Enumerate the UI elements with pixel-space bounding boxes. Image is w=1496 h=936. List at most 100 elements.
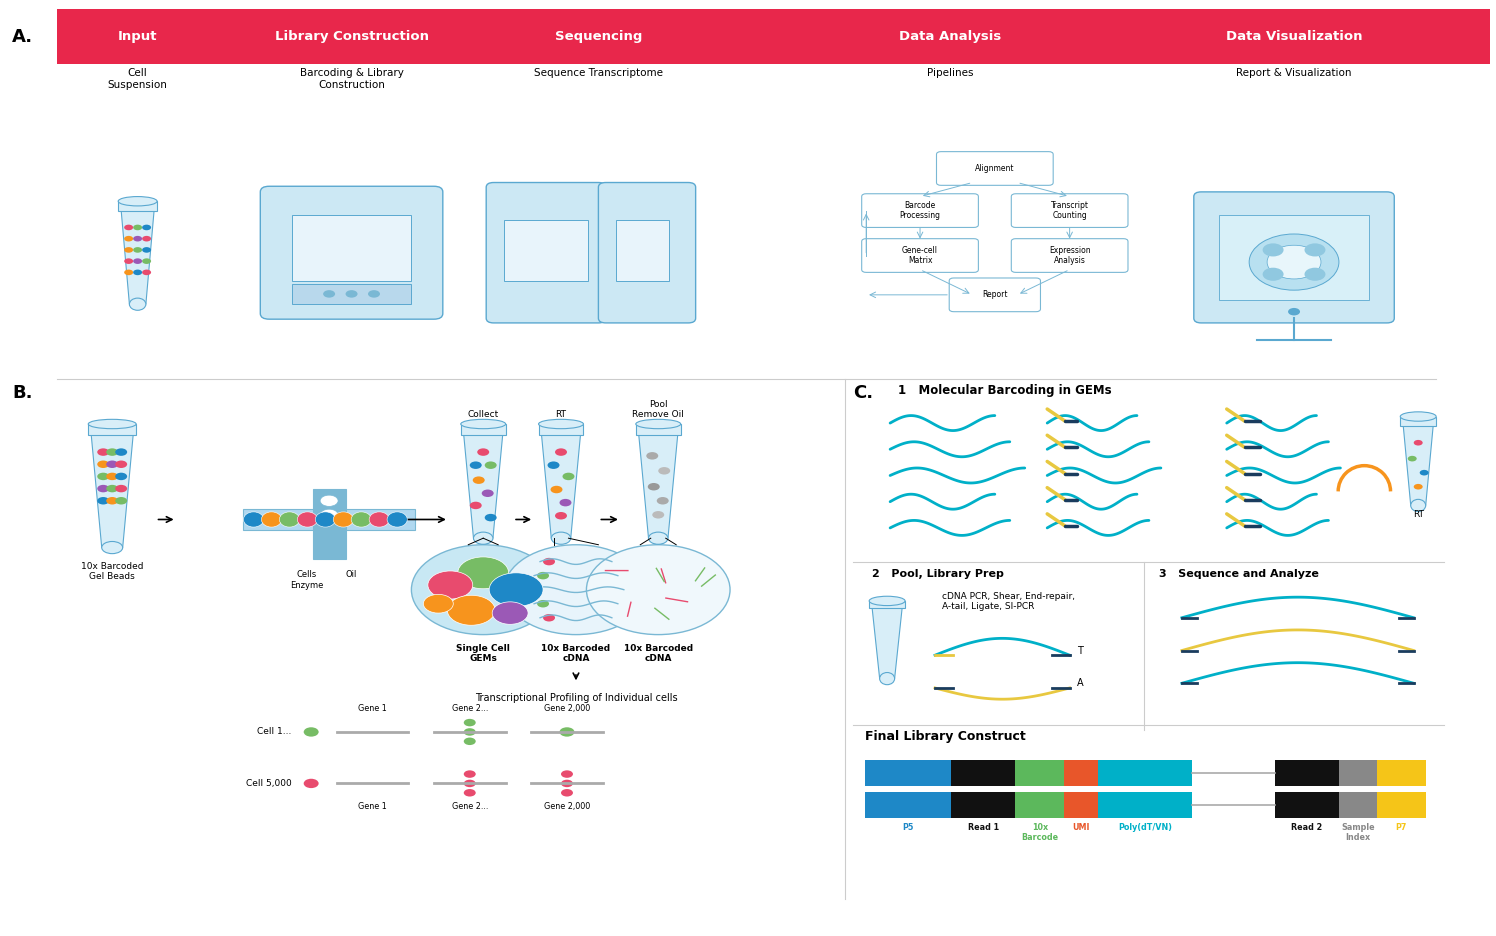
Text: Transcript
Counting: Transcript Counting [1050, 201, 1089, 220]
Text: Read 1: Read 1 [968, 823, 999, 832]
Circle shape [142, 258, 151, 264]
Circle shape [97, 497, 109, 505]
Circle shape [97, 473, 109, 480]
Circle shape [464, 738, 476, 745]
Bar [118, 201, 157, 211]
Circle shape [368, 290, 380, 298]
Bar [1064, 792, 1098, 818]
Circle shape [537, 572, 549, 579]
Bar [1376, 760, 1426, 786]
Circle shape [142, 236, 151, 241]
Circle shape [504, 545, 648, 635]
Bar [57, 9, 1490, 64]
Circle shape [537, 600, 549, 607]
Ellipse shape [551, 532, 571, 544]
Circle shape [470, 461, 482, 469]
Circle shape [115, 448, 127, 456]
FancyBboxPatch shape [936, 152, 1053, 185]
Ellipse shape [1411, 500, 1426, 511]
Circle shape [555, 512, 567, 519]
Circle shape [492, 602, 528, 624]
Text: Input: Input [118, 30, 157, 43]
Circle shape [423, 594, 453, 613]
Bar [88, 424, 136, 435]
Circle shape [142, 270, 151, 275]
Text: Report & Visualization: Report & Visualization [1236, 68, 1352, 79]
Circle shape [560, 499, 571, 506]
Circle shape [133, 236, 142, 241]
Text: Collect: Collect [468, 410, 498, 419]
Text: B.: B. [12, 384, 33, 402]
Text: Data Analysis: Data Analysis [899, 30, 1001, 43]
Circle shape [1420, 470, 1429, 475]
Ellipse shape [370, 512, 389, 527]
Circle shape [1414, 440, 1423, 446]
Circle shape [531, 586, 543, 593]
Ellipse shape [869, 596, 905, 606]
FancyBboxPatch shape [862, 194, 978, 227]
Circle shape [97, 485, 109, 492]
Bar [461, 424, 506, 435]
Circle shape [304, 779, 319, 788]
Bar [1016, 792, 1064, 818]
Circle shape [648, 483, 660, 490]
Ellipse shape [102, 541, 123, 553]
Polygon shape [872, 608, 902, 679]
Circle shape [124, 270, 133, 275]
Circle shape [133, 258, 142, 264]
Text: Library Construction: Library Construction [275, 30, 428, 43]
Text: 10x
Barcode: 10x Barcode [1022, 823, 1058, 842]
Circle shape [1288, 308, 1300, 315]
Circle shape [106, 461, 118, 468]
Circle shape [323, 290, 335, 298]
Bar [1275, 792, 1339, 818]
Text: Barcode
Processing: Barcode Processing [899, 201, 941, 220]
Circle shape [1267, 245, 1321, 279]
Text: Poly(dT/VN): Poly(dT/VN) [1118, 823, 1173, 832]
Polygon shape [542, 435, 580, 538]
Circle shape [562, 473, 574, 480]
Text: Alignment: Alignment [975, 164, 1014, 173]
Text: Cell
Suspension: Cell Suspension [108, 68, 168, 90]
Circle shape [482, 490, 494, 497]
Bar [242, 509, 414, 530]
Text: RT: RT [555, 410, 567, 419]
Circle shape [543, 614, 555, 622]
Text: Expression
Analysis: Expression Analysis [1049, 246, 1091, 265]
Circle shape [551, 486, 562, 493]
Ellipse shape [298, 512, 317, 527]
Circle shape [464, 789, 476, 797]
Polygon shape [464, 435, 503, 538]
Ellipse shape [88, 419, 136, 429]
Bar [539, 424, 583, 435]
Circle shape [586, 545, 730, 635]
Text: 3   Sequence and Analyze: 3 Sequence and Analyze [1159, 569, 1319, 579]
Circle shape [106, 473, 118, 480]
Circle shape [1305, 243, 1325, 256]
Circle shape [346, 290, 358, 298]
Text: Single Cell
GEMs: Single Cell GEMs [456, 644, 510, 664]
Text: Gene 1: Gene 1 [358, 802, 387, 812]
Ellipse shape [118, 197, 157, 206]
Circle shape [1249, 234, 1339, 290]
Circle shape [485, 461, 497, 469]
Circle shape [447, 595, 495, 625]
Circle shape [142, 225, 151, 230]
Circle shape [133, 247, 142, 253]
Ellipse shape [648, 532, 667, 544]
Bar [1339, 760, 1376, 786]
Circle shape [470, 502, 482, 509]
FancyBboxPatch shape [260, 186, 443, 319]
Bar [1098, 792, 1192, 818]
Text: 10x Barcoded
cDNA: 10x Barcoded cDNA [542, 644, 610, 664]
Ellipse shape [387, 512, 407, 527]
Ellipse shape [262, 512, 281, 527]
Text: Oil: Oil [346, 570, 358, 579]
FancyBboxPatch shape [1194, 192, 1394, 323]
Text: 10x Barcoded
cDNA: 10x Barcoded cDNA [624, 644, 693, 664]
Bar [865, 760, 951, 786]
Circle shape [115, 485, 127, 492]
FancyBboxPatch shape [1011, 239, 1128, 272]
Circle shape [1263, 268, 1284, 281]
Text: Sample
Index: Sample Index [1340, 823, 1375, 842]
